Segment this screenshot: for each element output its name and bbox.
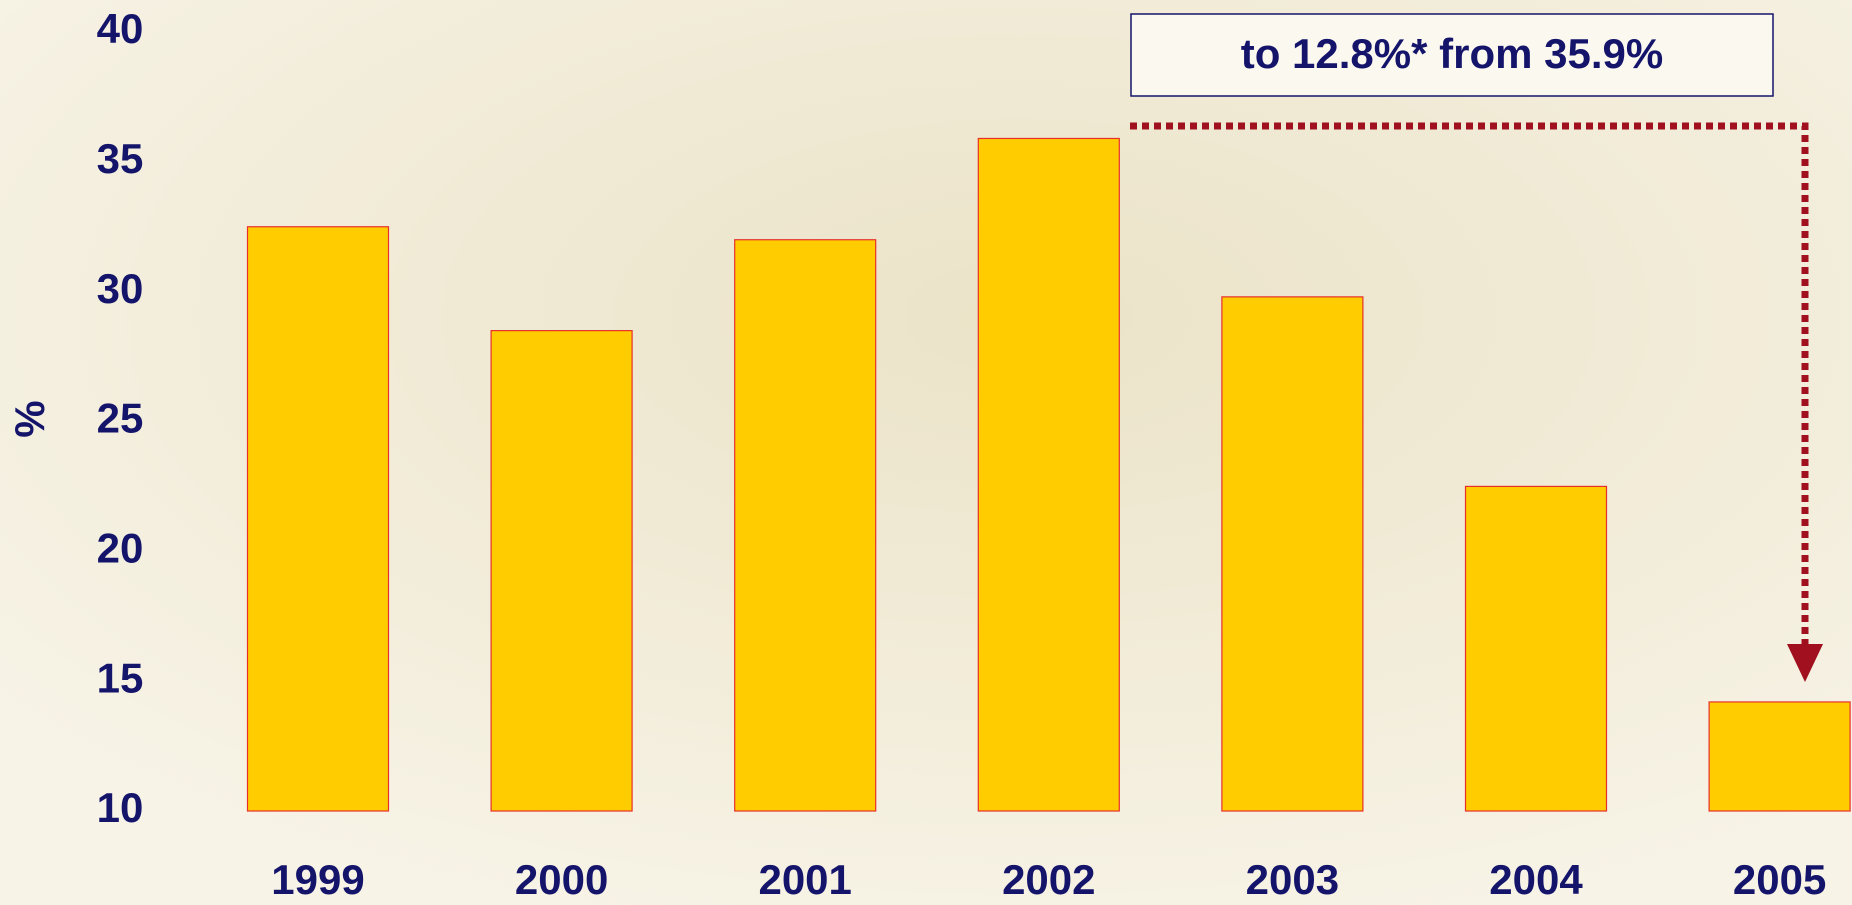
- chart: % 10 15 20 25 30 35 40 1999 2000 2001 2002 2003 2004…: [0, 0, 1852, 905]
- y-tick-label: 40: [97, 5, 144, 52]
- x-tick-label: 1999: [271, 856, 364, 903]
- bar: [1466, 486, 1607, 811]
- annotation: to 12.8%* from 35.9%: [1241, 30, 1664, 77]
- y-tick-label: 10: [97, 784, 144, 831]
- x-tick-label: 2001: [758, 856, 851, 903]
- bar: [1222, 297, 1363, 811]
- x-tick-label: 2005: [1733, 856, 1826, 903]
- x-tick-label: 2000: [515, 856, 608, 903]
- bar: [248, 227, 389, 811]
- y-tick-label: 30: [97, 265, 144, 312]
- x-tick-label: 2002: [1002, 856, 1095, 903]
- bar: [1709, 702, 1850, 811]
- y-axis-label: %: [6, 400, 53, 437]
- x-tick-label: 2004: [1489, 856, 1583, 903]
- bar: [978, 138, 1119, 811]
- x-tick-label: 2003: [1246, 856, 1339, 903]
- bar: [735, 240, 876, 811]
- y-tick-label: 25: [97, 395, 144, 442]
- y-tick-label: 35: [97, 135, 144, 182]
- y-tick-label: 15: [97, 654, 144, 701]
- bar: [491, 331, 632, 811]
- y-tick-label: 20: [97, 524, 144, 571]
